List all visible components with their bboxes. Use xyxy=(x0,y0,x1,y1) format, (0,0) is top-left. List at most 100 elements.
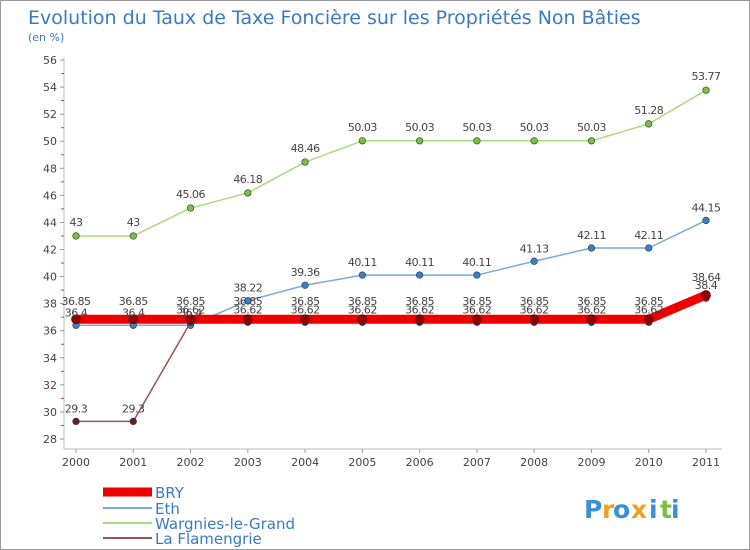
data-label-wargnies-le-grand: 50.03 xyxy=(520,121,549,134)
data-point-wargnies-le-grand xyxy=(587,137,596,145)
legend-item-eth: Eth xyxy=(103,500,180,518)
data-point-bry xyxy=(185,314,196,325)
data-label-la-flamengrie: 36.62 xyxy=(520,303,549,316)
legend-label-wargnies: Wargnies-le-Grand xyxy=(155,515,295,533)
x-tick-label: 2001 xyxy=(119,456,147,469)
data-label-la-flamengrie: 36.62 xyxy=(462,303,491,316)
data-point-wargnies-le-grand xyxy=(473,137,481,145)
data-label-eth: 38.22 xyxy=(233,282,262,295)
data-label-eth: 42.11 xyxy=(634,229,663,242)
data-point-eth xyxy=(702,216,710,224)
data-label-wargnies-le-grand: 50.03 xyxy=(348,121,377,134)
x-tick-label: 2002 xyxy=(177,456,205,469)
data-label-bry: 36.85 xyxy=(520,295,549,308)
y-tick-label: 56 xyxy=(43,54,57,67)
y-tick-label: 44 xyxy=(43,216,57,229)
data-point-wargnies-le-grand xyxy=(530,137,538,145)
data-point-bry xyxy=(643,314,654,325)
y-ticks: 28 30 32 34 36 38 40 42 44 46 48 50 52 54 56 xyxy=(43,54,64,446)
data-label-wargnies-le-grand: 53.77 xyxy=(692,70,721,83)
data-label-la-flamengrie: 29.3 xyxy=(65,402,88,415)
legend-label-bry: BRY xyxy=(155,484,185,502)
data-label-eth: 41.13 xyxy=(520,242,549,255)
axes xyxy=(63,57,722,450)
x-tick-label: 2004 xyxy=(291,456,319,469)
data-point-eth xyxy=(358,271,366,279)
x-tick-label: 2006 xyxy=(406,456,434,469)
brand-letter: r xyxy=(602,495,615,524)
data-point-wargnies-le-grand xyxy=(358,137,366,145)
data-point-eth xyxy=(473,271,481,279)
data-point-wargnies-le-grand xyxy=(244,189,252,197)
data-label-bry: 36.85 xyxy=(176,295,205,308)
data-label-eth: 40.11 xyxy=(348,256,377,269)
data-point-bry xyxy=(243,314,253,325)
data-label-la-flamengrie: 36.62 xyxy=(348,303,377,316)
legend-label-la-flamengrie: La Flamengrie xyxy=(155,530,262,548)
x-tick-label: 2000 xyxy=(62,456,90,469)
data-point-wargnies-le-grand xyxy=(301,158,309,166)
data-point-wargnies-le-grand xyxy=(186,204,195,212)
data-label-eth: 36.4 xyxy=(179,306,202,319)
series-line-bry xyxy=(71,290,711,324)
x-tick-label: 2005 xyxy=(348,456,376,469)
data-point-wargnies-le-grand xyxy=(416,137,424,145)
data-point-eth xyxy=(587,244,596,252)
x-ticks: 2000 2001 2002 2003 2004 2005 2006 2007 2008 2009… xyxy=(62,449,720,469)
x-tick-label: 2010 xyxy=(635,456,663,469)
data-label-bry: 38.64 xyxy=(692,271,721,284)
chart-title: Evolution du Taux de Taxe Foncière sur l… xyxy=(28,7,641,29)
series-lines xyxy=(71,86,711,426)
data-point-wargnies-le-grand xyxy=(645,120,653,128)
data-point-bry xyxy=(472,314,482,325)
legend-label-eth: Eth xyxy=(155,500,180,518)
data-label-la-flamengrie: 36.62 xyxy=(233,303,262,316)
y-tick-label: 40 xyxy=(43,271,57,284)
data-label-bry: 36.85 xyxy=(291,295,320,308)
y-tick-label: 38 xyxy=(43,298,57,311)
legend-item-wargnies: Wargnies-le-Grand xyxy=(103,515,295,533)
data-point-wargnies-le-grand xyxy=(72,232,80,240)
brand-letter: i xyxy=(649,495,658,524)
data-label-wargnies-le-grand: 50.03 xyxy=(462,121,491,134)
y-tick-label: 52 xyxy=(43,108,57,121)
data-label-eth: 44.15 xyxy=(692,201,721,214)
data-label-la-flamengrie: 36.62 xyxy=(405,303,434,316)
data-label-la-flamengrie: 29.3 xyxy=(122,402,145,415)
x-tick-label: 2008 xyxy=(520,456,548,469)
data-point-bry xyxy=(586,314,597,325)
brand-letter: o xyxy=(613,495,630,524)
data-label-wargnies-le-grand: 51.28 xyxy=(634,104,663,117)
data-label-eth: 36.4 xyxy=(122,306,145,319)
data-label-la-flamengrie: 36.62 xyxy=(577,303,606,316)
y-tick-label: 34 xyxy=(43,352,57,365)
data-label-bry: 36.85 xyxy=(62,295,91,308)
data-point-bry xyxy=(71,314,81,325)
y-tick-label: 48 xyxy=(43,162,57,175)
data-label-la-flamengrie: 36.62 xyxy=(634,303,663,316)
data-point-bry xyxy=(529,314,539,325)
data-label-bry: 36.85 xyxy=(348,295,377,308)
data-label-eth: 40.11 xyxy=(405,256,434,269)
brand-letter: x xyxy=(631,495,647,524)
data-point-bry xyxy=(701,290,711,300)
x-tick-label: 2003 xyxy=(234,456,262,469)
data-label-bry: 36.85 xyxy=(577,295,606,308)
brand-letter: t xyxy=(660,495,672,524)
series-labels: 43 43 45.06 46.18 48.46 50.03 50.03 50.03 50.03 5… xyxy=(62,70,722,415)
data-point-eth xyxy=(416,271,424,279)
x-tick-label: 2009 xyxy=(577,456,605,469)
y-tick-label: 36 xyxy=(43,325,57,338)
y-tick-label: 32 xyxy=(43,379,57,392)
data-point-bry xyxy=(357,314,368,325)
data-label-wargnies-le-grand: 43 xyxy=(127,216,140,229)
data-point-eth xyxy=(301,281,309,289)
data-point-bry xyxy=(300,314,310,325)
y-axis-unit-label: (en %) xyxy=(28,31,64,44)
data-label-wargnies-le-grand: 50.03 xyxy=(577,121,606,134)
data-point-bry xyxy=(128,314,139,325)
data-label-wargnies-le-grand: 50.03 xyxy=(405,121,434,134)
y-tick-label: 42 xyxy=(43,244,57,257)
